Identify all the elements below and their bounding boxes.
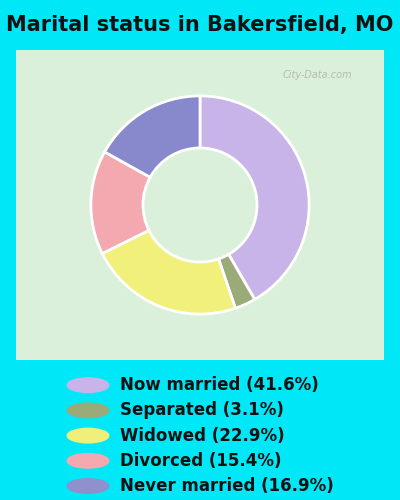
Circle shape xyxy=(67,378,109,392)
Wedge shape xyxy=(218,254,255,308)
Text: Separated (3.1%): Separated (3.1%) xyxy=(120,402,284,419)
Text: Never married (16.9%): Never married (16.9%) xyxy=(120,477,334,495)
Text: Divorced (15.4%): Divorced (15.4%) xyxy=(120,452,282,470)
Text: Widowed (22.9%): Widowed (22.9%) xyxy=(120,426,285,444)
Text: City-Data.com: City-Data.com xyxy=(283,70,352,80)
Wedge shape xyxy=(102,230,235,314)
Text: Now married (41.6%): Now married (41.6%) xyxy=(120,376,319,394)
Text: Marital status in Bakersfield, MO: Marital status in Bakersfield, MO xyxy=(6,15,394,35)
Wedge shape xyxy=(200,96,309,300)
Circle shape xyxy=(67,403,109,417)
FancyBboxPatch shape xyxy=(16,50,384,360)
Circle shape xyxy=(67,454,109,468)
Circle shape xyxy=(67,478,109,494)
Wedge shape xyxy=(91,152,150,254)
Circle shape xyxy=(67,428,109,443)
Wedge shape xyxy=(105,96,200,178)
